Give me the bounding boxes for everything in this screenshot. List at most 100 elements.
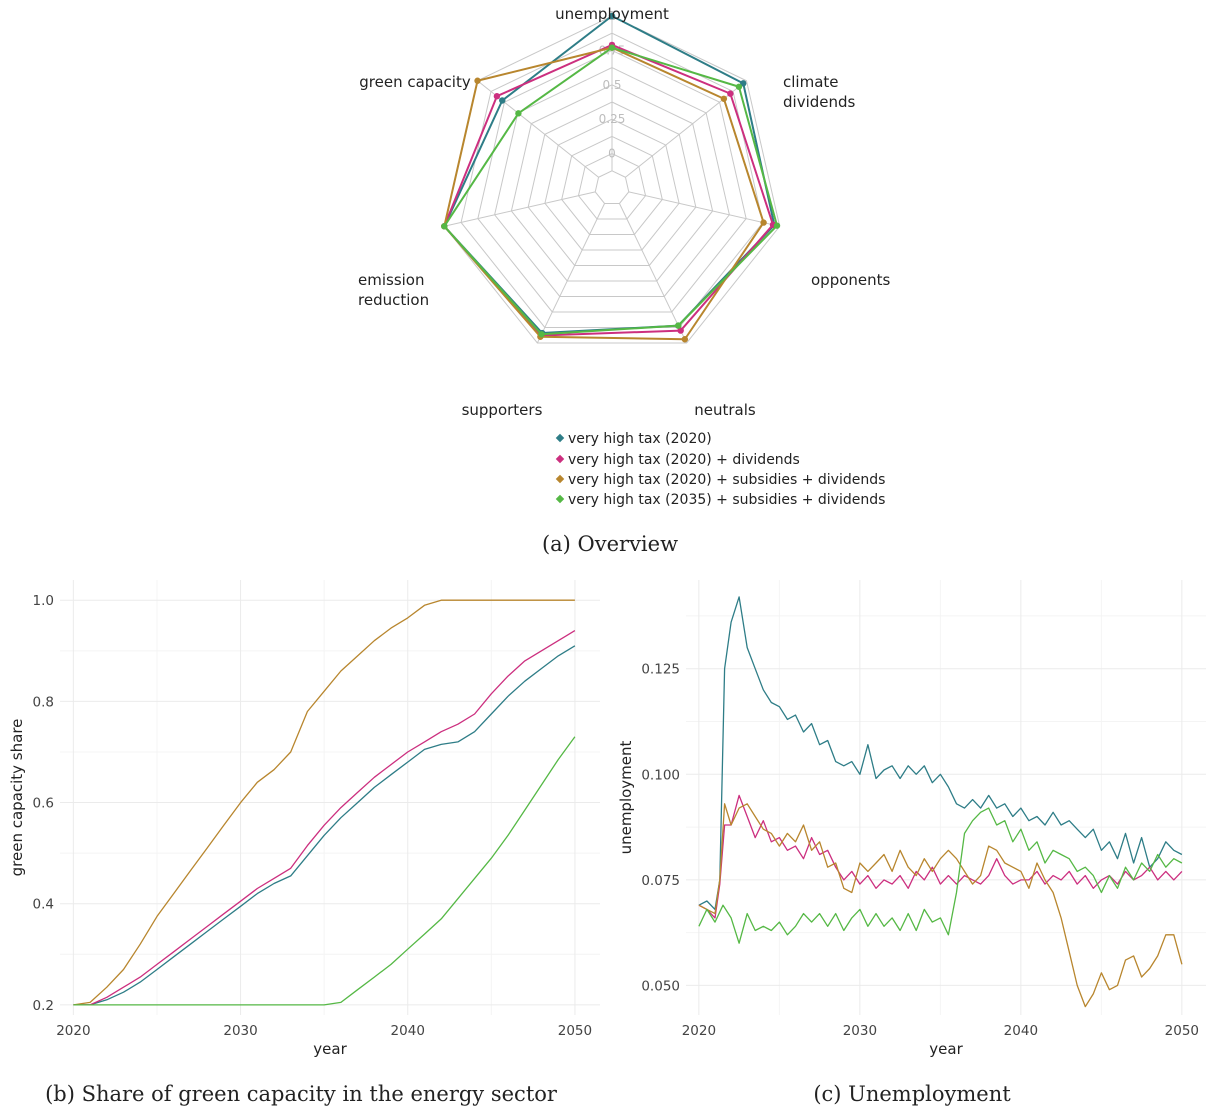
radar-series-point bbox=[608, 12, 616, 20]
chart-b-x-axis-label: year bbox=[313, 1040, 347, 1058]
radar-series-point bbox=[538, 331, 545, 338]
radar-series-point bbox=[773, 222, 781, 229]
legend-label: very high tax (2020) bbox=[568, 431, 712, 447]
x-tick-label: 2020 bbox=[56, 1023, 90, 1039]
radar-spoke bbox=[619, 203, 688, 344]
y-tick-label: 0.125 bbox=[641, 662, 680, 678]
legend-item: very high tax (2020) + dividends bbox=[555, 452, 800, 468]
radar-grid-ring bbox=[460, 32, 764, 328]
series-line bbox=[698, 803, 1183, 1008]
chart-b-grid bbox=[60, 580, 600, 1015]
radar-series-polygon bbox=[443, 15, 776, 335]
radar-grid-ring bbox=[510, 84, 714, 282]
chart-c-ticks: 2020 2030 2040 2050 0.050 0.075 0.100 0.125 bbox=[641, 662, 1199, 1039]
radar-series-point bbox=[740, 80, 747, 87]
radar-axis-label: unemployment bbox=[555, 5, 669, 23]
y-tick-label: 1.0 bbox=[33, 593, 54, 609]
caption-b: (b) Share of green capacity in the energ… bbox=[45, 1082, 558, 1106]
line-chart-green-capacity: 2020 2030 2040 2050 0.2 0.4 0.6 0.8 1.0 year gre… bbox=[8, 580, 600, 1058]
y-tick-label: 0.8 bbox=[33, 694, 54, 710]
chart-b-series bbox=[73, 599, 576, 1006]
radar-series-point bbox=[681, 336, 689, 343]
radar-series-point bbox=[441, 223, 448, 230]
line-chart-unemployment: 2020 2030 2040 2050 0.050 0.075 0.100 0.125 yea… bbox=[617, 580, 1206, 1058]
series-line bbox=[698, 807, 1183, 944]
radar-axis-labels: unemployment climate dividends opponents neu… bbox=[358, 5, 891, 419]
radar-grid-ring bbox=[527, 101, 697, 266]
x-tick-label: 2050 bbox=[1165, 1023, 1199, 1039]
radar-radial-tick-label: 0 bbox=[608, 147, 616, 161]
legend-label: very high tax (2020) + subsidies + divid… bbox=[568, 472, 885, 488]
series-line bbox=[698, 794, 1183, 919]
y-tick-label: 0.075 bbox=[641, 873, 680, 889]
series-line bbox=[698, 596, 1183, 911]
x-tick-label: 2050 bbox=[558, 1023, 592, 1039]
radar-series-point bbox=[499, 97, 506, 104]
radar-grid-ring bbox=[494, 67, 730, 297]
radar-axis-label: supporters bbox=[462, 401, 543, 419]
series-line bbox=[73, 630, 576, 1006]
series-line bbox=[73, 645, 576, 1006]
radar-series-polygon bbox=[443, 46, 765, 341]
radar-series-point bbox=[760, 219, 767, 226]
radar-spoke bbox=[536, 203, 605, 344]
radar-series-point bbox=[735, 83, 743, 90]
radar-series-point bbox=[608, 44, 616, 51]
legend-item: very high tax (2020) + subsidies + divid… bbox=[555, 472, 885, 488]
radar-grid bbox=[443, 15, 781, 344]
y-tick-label: 0.6 bbox=[33, 796, 54, 812]
radar-axis-label: reduction bbox=[358, 291, 429, 309]
radar-radial-tick-label: 0.5 bbox=[602, 78, 621, 92]
radar-axis-label: neutrals bbox=[694, 401, 756, 419]
radar-series-point bbox=[474, 77, 481, 84]
y-tick-label: 0.050 bbox=[641, 978, 680, 994]
x-tick-label: 2030 bbox=[223, 1023, 257, 1039]
chart-c-x-axis-label: year bbox=[929, 1040, 963, 1058]
radar-axis-label: dividends bbox=[783, 93, 856, 111]
radar-series-point bbox=[720, 95, 728, 102]
radar-series-polygon bbox=[443, 43, 774, 337]
radar-series-point bbox=[675, 322, 682, 329]
y-tick-label: 0.4 bbox=[33, 897, 54, 913]
legend-item: very high tax (2035) + subsidies + divid… bbox=[555, 492, 885, 508]
radar-grid-ring bbox=[544, 118, 680, 251]
x-tick-label: 2030 bbox=[843, 1023, 877, 1039]
legend-swatch-diamond bbox=[555, 474, 565, 484]
legend-swatch-diamond bbox=[555, 454, 565, 464]
y-tick-label: 0.100 bbox=[641, 767, 680, 783]
radar-grid-ring bbox=[577, 153, 647, 220]
legend-label: very high tax (2020) + dividends bbox=[568, 452, 800, 468]
radar-chart-overview: 00.250.50.751 unemploymentclimatedividen… bbox=[358, 5, 891, 419]
radar-series-point bbox=[515, 110, 522, 117]
caption-a: (a) Overview bbox=[542, 532, 678, 556]
chart-c-grid bbox=[686, 580, 1206, 1015]
radar-spoke bbox=[444, 191, 596, 227]
radar-axis-label: emission bbox=[358, 271, 425, 289]
radar-grid-ring bbox=[561, 135, 663, 235]
x-tick-label: 2040 bbox=[391, 1023, 425, 1039]
legend-swatch-diamond bbox=[555, 494, 565, 504]
radar-axis-label: climate bbox=[783, 73, 839, 91]
legend: very high tax (2020) very high tax (2020… bbox=[555, 431, 885, 508]
radar-grid-ring bbox=[477, 49, 747, 313]
series-line bbox=[73, 736, 576, 1006]
radar-axis-label: opponents bbox=[811, 271, 891, 289]
radar-series bbox=[441, 12, 781, 343]
legend-swatch-diamond bbox=[555, 433, 565, 443]
chart-b-ticks: 2020 2030 2040 2050 0.2 0.4 0.6 0.8 1.0 bbox=[33, 593, 593, 1039]
radar-axis-label: green capacity bbox=[359, 73, 471, 91]
radar-spoke bbox=[628, 191, 780, 227]
caption-c: (c) Unemployment bbox=[813, 1082, 1011, 1106]
y-tick-label: 0.2 bbox=[33, 998, 54, 1014]
series-line bbox=[73, 599, 575, 1006]
radar-grid-ring bbox=[594, 170, 630, 204]
radar-series-polygon bbox=[443, 46, 779, 336]
legend-label: very high tax (2035) + subsidies + divid… bbox=[568, 492, 885, 508]
x-tick-label: 2020 bbox=[682, 1023, 716, 1039]
chart-c-y-axis-label: unemployment bbox=[617, 740, 635, 854]
legend-item: very high tax (2020) bbox=[555, 431, 712, 447]
radar-series-point bbox=[727, 90, 734, 97]
chart-c-series bbox=[698, 596, 1183, 1008]
x-tick-label: 2040 bbox=[1004, 1023, 1038, 1039]
